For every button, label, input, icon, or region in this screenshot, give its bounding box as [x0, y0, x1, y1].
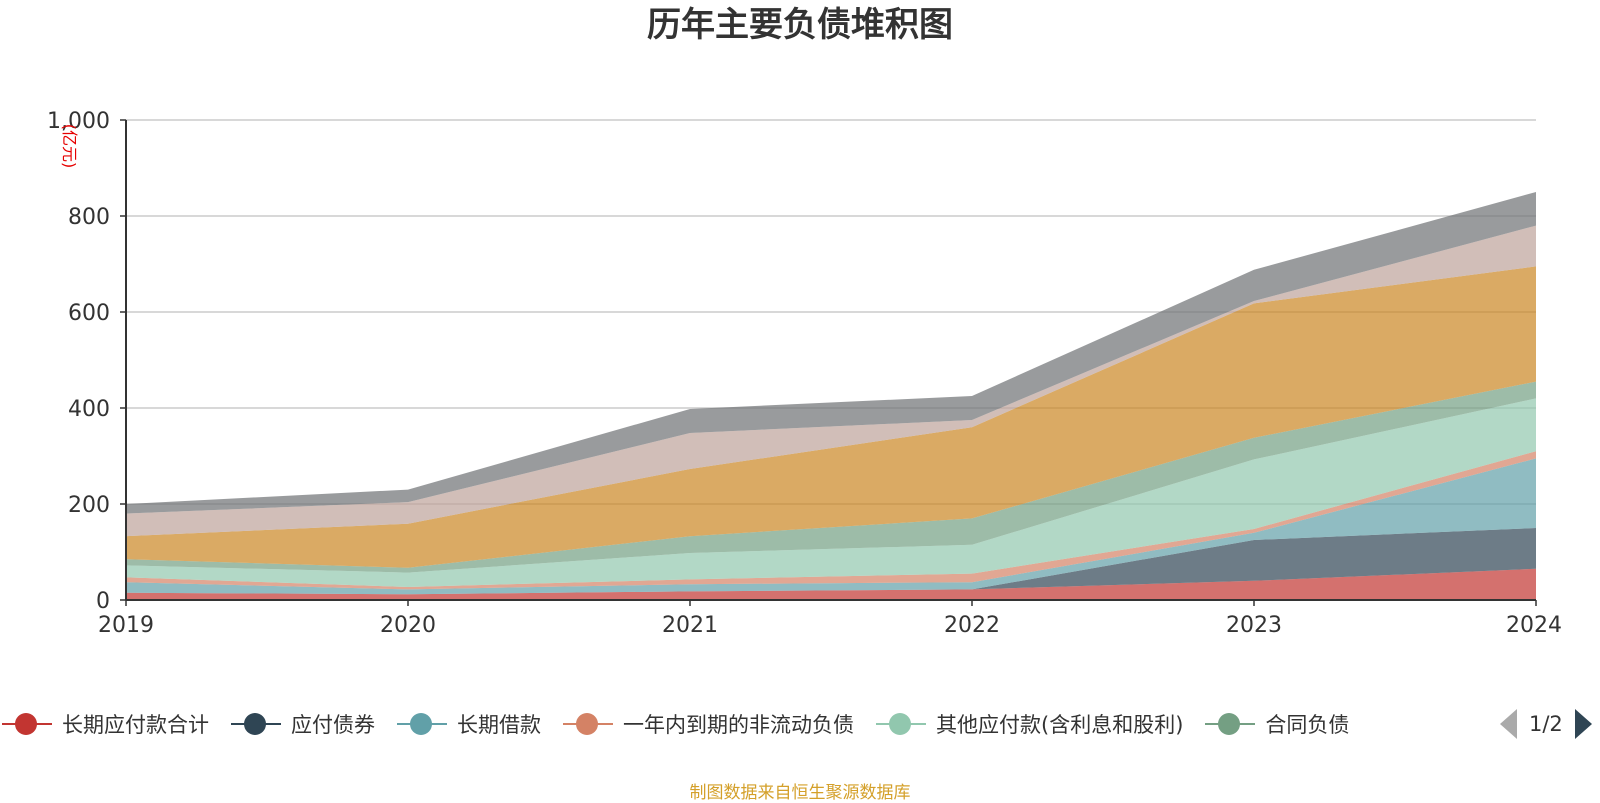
y-tick-label: 1,000 — [47, 109, 110, 134]
x-tick-label: 2022 — [944, 613, 1000, 638]
x-tick-label: 2020 — [380, 613, 436, 638]
source-note: 制图数据来自恒生聚源数据库 — [689, 783, 911, 803]
area-series-5 — [126, 381, 1536, 573]
legend-label: 长期借款 — [457, 713, 541, 737]
legend-swatch-icon — [563, 712, 613, 736]
legend-swatch-icon — [2, 712, 52, 736]
legend-label: 其他应付款(含利息和股利) — [936, 713, 1184, 737]
area-series-6 — [126, 266, 1536, 568]
x-tick-label: 2023 — [1226, 613, 1282, 638]
axes: 0 200 400 600 800 1,000 2019 2020 2021 2022 2023 20… — [47, 109, 1562, 638]
triangle-right-icon[interactable] — [1574, 709, 1592, 739]
y-axis-unit-label: (亿元) — [60, 124, 79, 169]
legend-label: 应付债券 — [291, 713, 375, 737]
legend-item-5[interactable]: 合同负债 — [1205, 709, 1349, 739]
legend-label: 合同负债 — [1265, 713, 1350, 737]
legend-label: 一年内到期的非流动负债 — [623, 713, 854, 737]
legend-item-2[interactable]: 长期借款 — [397, 709, 541, 739]
legend-label: 长期应付款合计 — [62, 713, 209, 737]
legend-item-0[interactable]: 长期应付款合计 — [2, 709, 209, 739]
area-series-0 — [126, 568, 1536, 600]
triangle-left-icon[interactable] — [1500, 709, 1517, 739]
legend-swatch-icon — [1205, 712, 1256, 736]
area-series — [126, 192, 1536, 600]
x-tick-label: 2019 — [98, 613, 154, 638]
area-series-4 — [126, 398, 1536, 587]
chart-legend: 长期应付款合计 应付债券 长期借款 一年内到期的非流动负债 其他应付款(含利息和股利) 合… — [0, 706, 1600, 742]
y-tick-label: 600 — [68, 301, 110, 326]
area-series-1 — [126, 528, 1536, 595]
y-tick-label: 200 — [68, 493, 110, 518]
legend-item-1[interactable]: 应付债券 — [231, 709, 375, 739]
x-tick-label: 2024 — [1506, 613, 1562, 638]
legend-pager: 1/2 — [1500, 706, 1592, 742]
x-tick-label: 2021 — [662, 613, 718, 638]
legend-swatch-icon — [876, 712, 926, 736]
y-tick-label: 400 — [68, 397, 110, 422]
legend-item-4[interactable]: 其他应付款(含利息和股利) — [876, 709, 1183, 739]
y-tick-label: 0 — [96, 589, 110, 614]
legend-swatch-icon — [231, 712, 281, 736]
legend-page-indicator: 1/2 — [1529, 712, 1563, 736]
y-tick-label: 800 — [68, 205, 110, 230]
legend-item-3[interactable]: 一年内到期的非流动负债 — [563, 709, 854, 739]
chart-title: 历年主要负债堆积图 — [647, 5, 953, 45]
legend-swatch-icon — [397, 712, 447, 736]
